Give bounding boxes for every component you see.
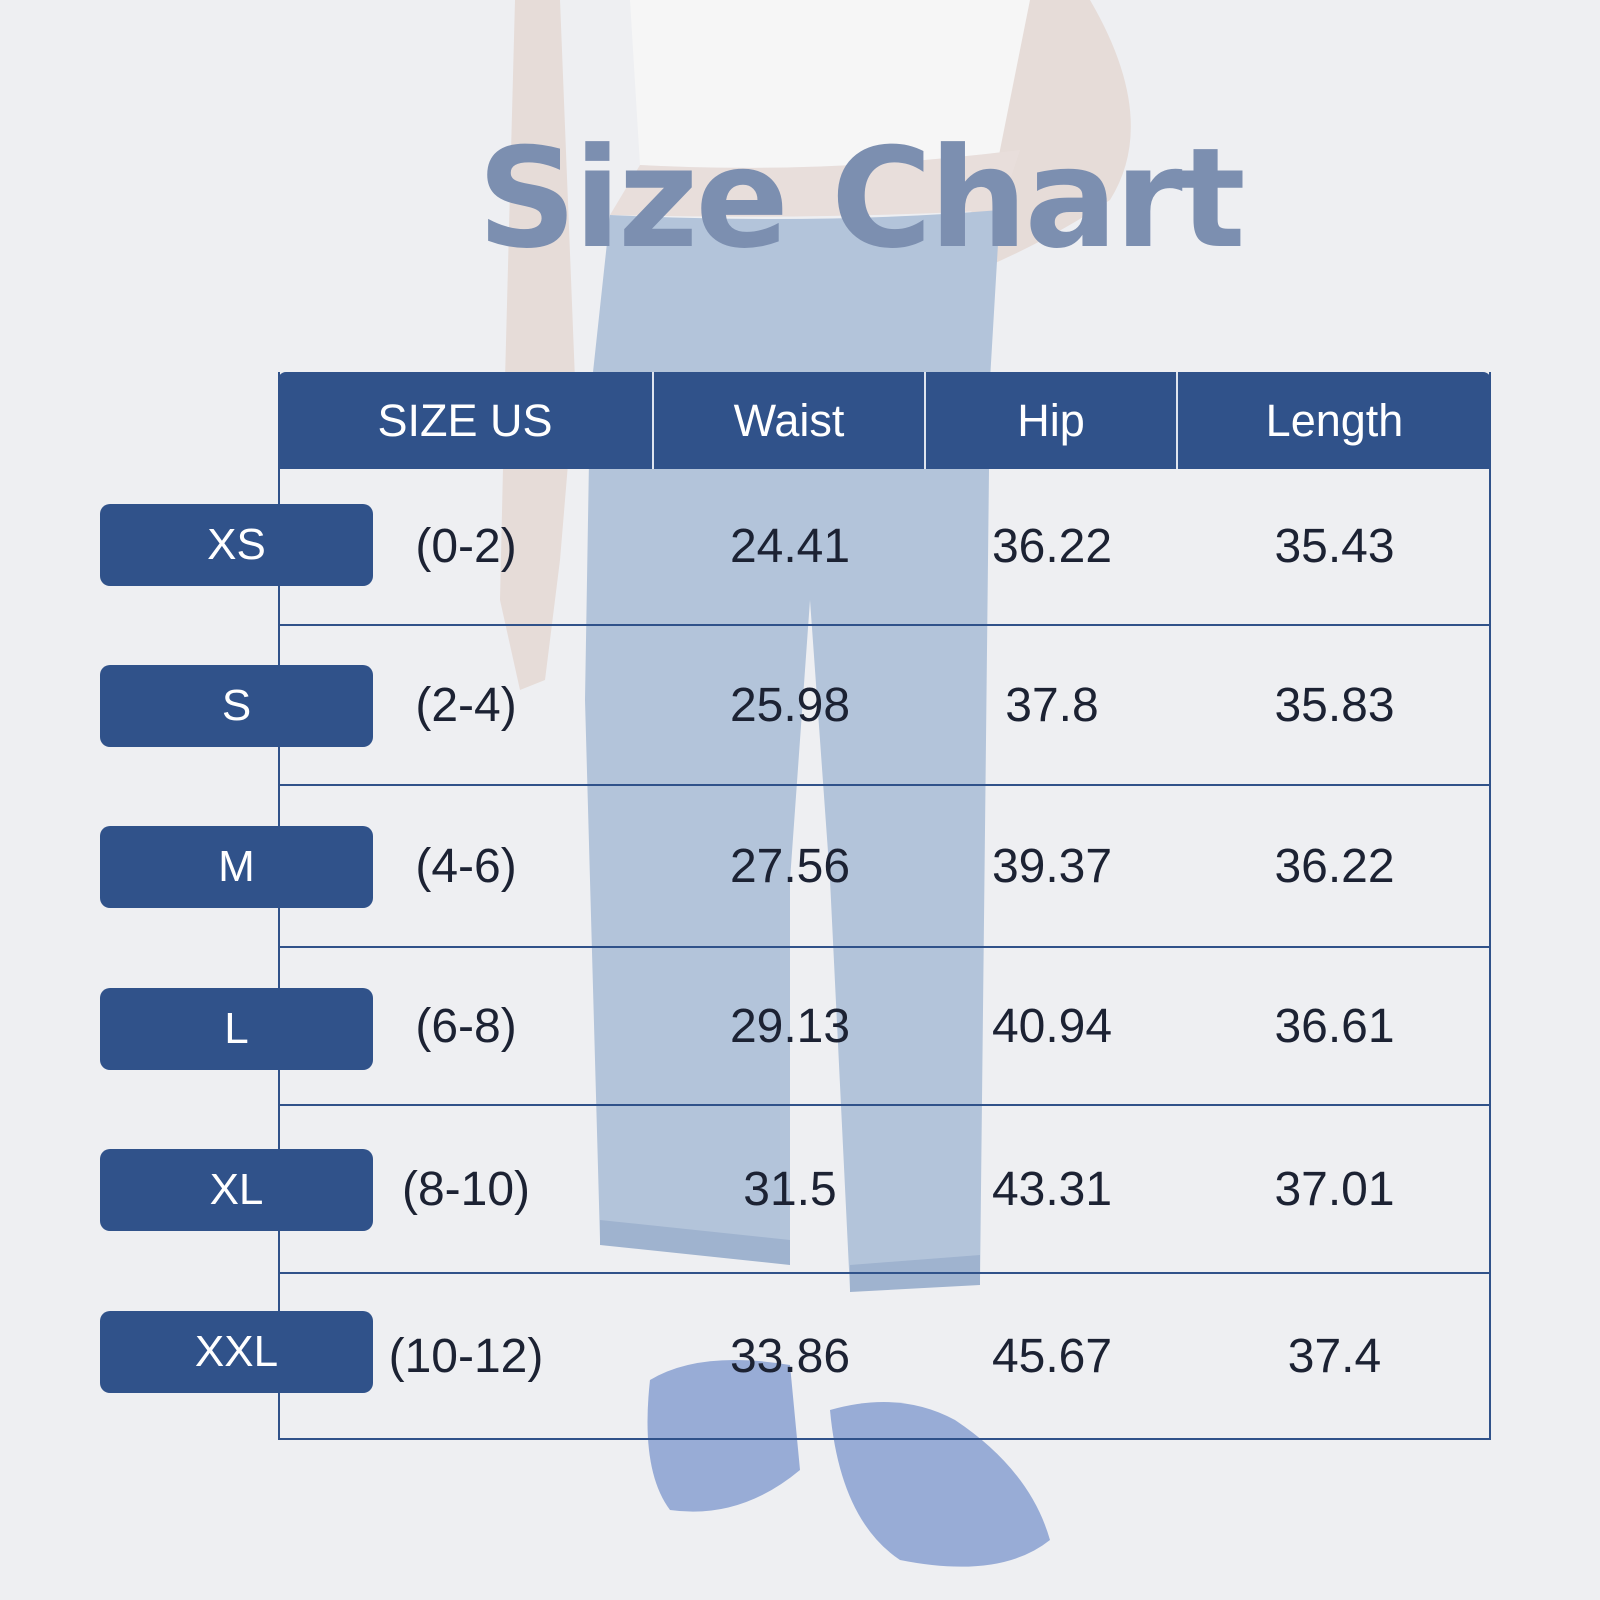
length-cell: 35.43 <box>1274 520 1395 573</box>
size-us-cell: (0-2) <box>415 520 517 573</box>
length-cell: 37.01 <box>1274 1162 1395 1216</box>
left-arm-shape <box>500 0 575 690</box>
right-arm-shape <box>800 0 1131 340</box>
header-hip: Hip <box>926 372 1178 469</box>
white-top-shape <box>630 0 1030 168</box>
size-label-xl: XL <box>100 1149 373 1231</box>
size-label-xxl: XXL <box>100 1311 373 1393</box>
waist-cell: 29.13 <box>729 999 851 1053</box>
size-us-cell: (4-6) <box>415 839 517 893</box>
hip-cell: 39.37 <box>991 839 1113 893</box>
size-label-m: M <box>100 826 373 908</box>
table-row: (4-6) 27.56 39.37 36.22 <box>278 786 1491 948</box>
table-row: (10-12) 33.86 45.67 37.4 <box>278 1274 1491 1438</box>
table-header-row: SIZE US Waist Hip Length <box>278 372 1491 469</box>
waist-cell: 27.56 <box>729 839 851 893</box>
length-cell: 36.61 <box>1274 999 1395 1053</box>
hip-cell: 36.22 <box>991 520 1113 573</box>
table-row: (2-4) 25.98 37.8 35.83 <box>278 626 1491 786</box>
header-waist: Waist <box>654 372 926 469</box>
waist-cell: 24.41 <box>729 520 851 573</box>
size-us-cell: (10-12) <box>388 1329 544 1383</box>
right-shoe-shape <box>830 1402 1050 1567</box>
size-us-cell: (6-8) <box>415 999 517 1053</box>
left-shoe-shape <box>647 1360 800 1512</box>
table-row: (8-10) 31.5 43.31 37.01 <box>278 1106 1491 1274</box>
waist-cell: 33.86 <box>729 1329 851 1383</box>
length-cell: 35.83 <box>1274 678 1395 732</box>
size-us-cell: (2-4) <box>415 678 517 732</box>
table-row: (6-8) 29.13 40.94 36.61 <box>278 948 1491 1106</box>
page-title: Size Chart <box>477 118 1245 279</box>
hip-cell: 45.67 <box>991 1329 1113 1383</box>
hip-cell: 37.8 <box>1005 678 1099 732</box>
size-us-cell: (8-10) <box>401 1162 531 1216</box>
header-length: Length <box>1265 394 1404 446</box>
jeans-hem-shape <box>600 1220 980 1292</box>
midriff-shape <box>610 150 1020 217</box>
header-size-us: SIZE US <box>278 372 654 469</box>
hip-cell: 43.31 <box>991 1162 1113 1216</box>
hip-cell: 40.94 <box>991 999 1113 1053</box>
length-cell: 37.4 <box>1287 1329 1382 1383</box>
waist-cell: 31.5 <box>743 1162 837 1216</box>
table-row: (0-2) 24.41 36.22 35.43 <box>278 469 1491 626</box>
jeans-shape <box>585 210 1000 1290</box>
length-cell: 36.22 <box>1274 839 1395 893</box>
size-label-s: S <box>100 665 373 747</box>
waist-cell: 25.98 <box>729 678 851 732</box>
size-label-xs: XS <box>100 504 373 586</box>
size-label-l: L <box>100 988 373 1070</box>
